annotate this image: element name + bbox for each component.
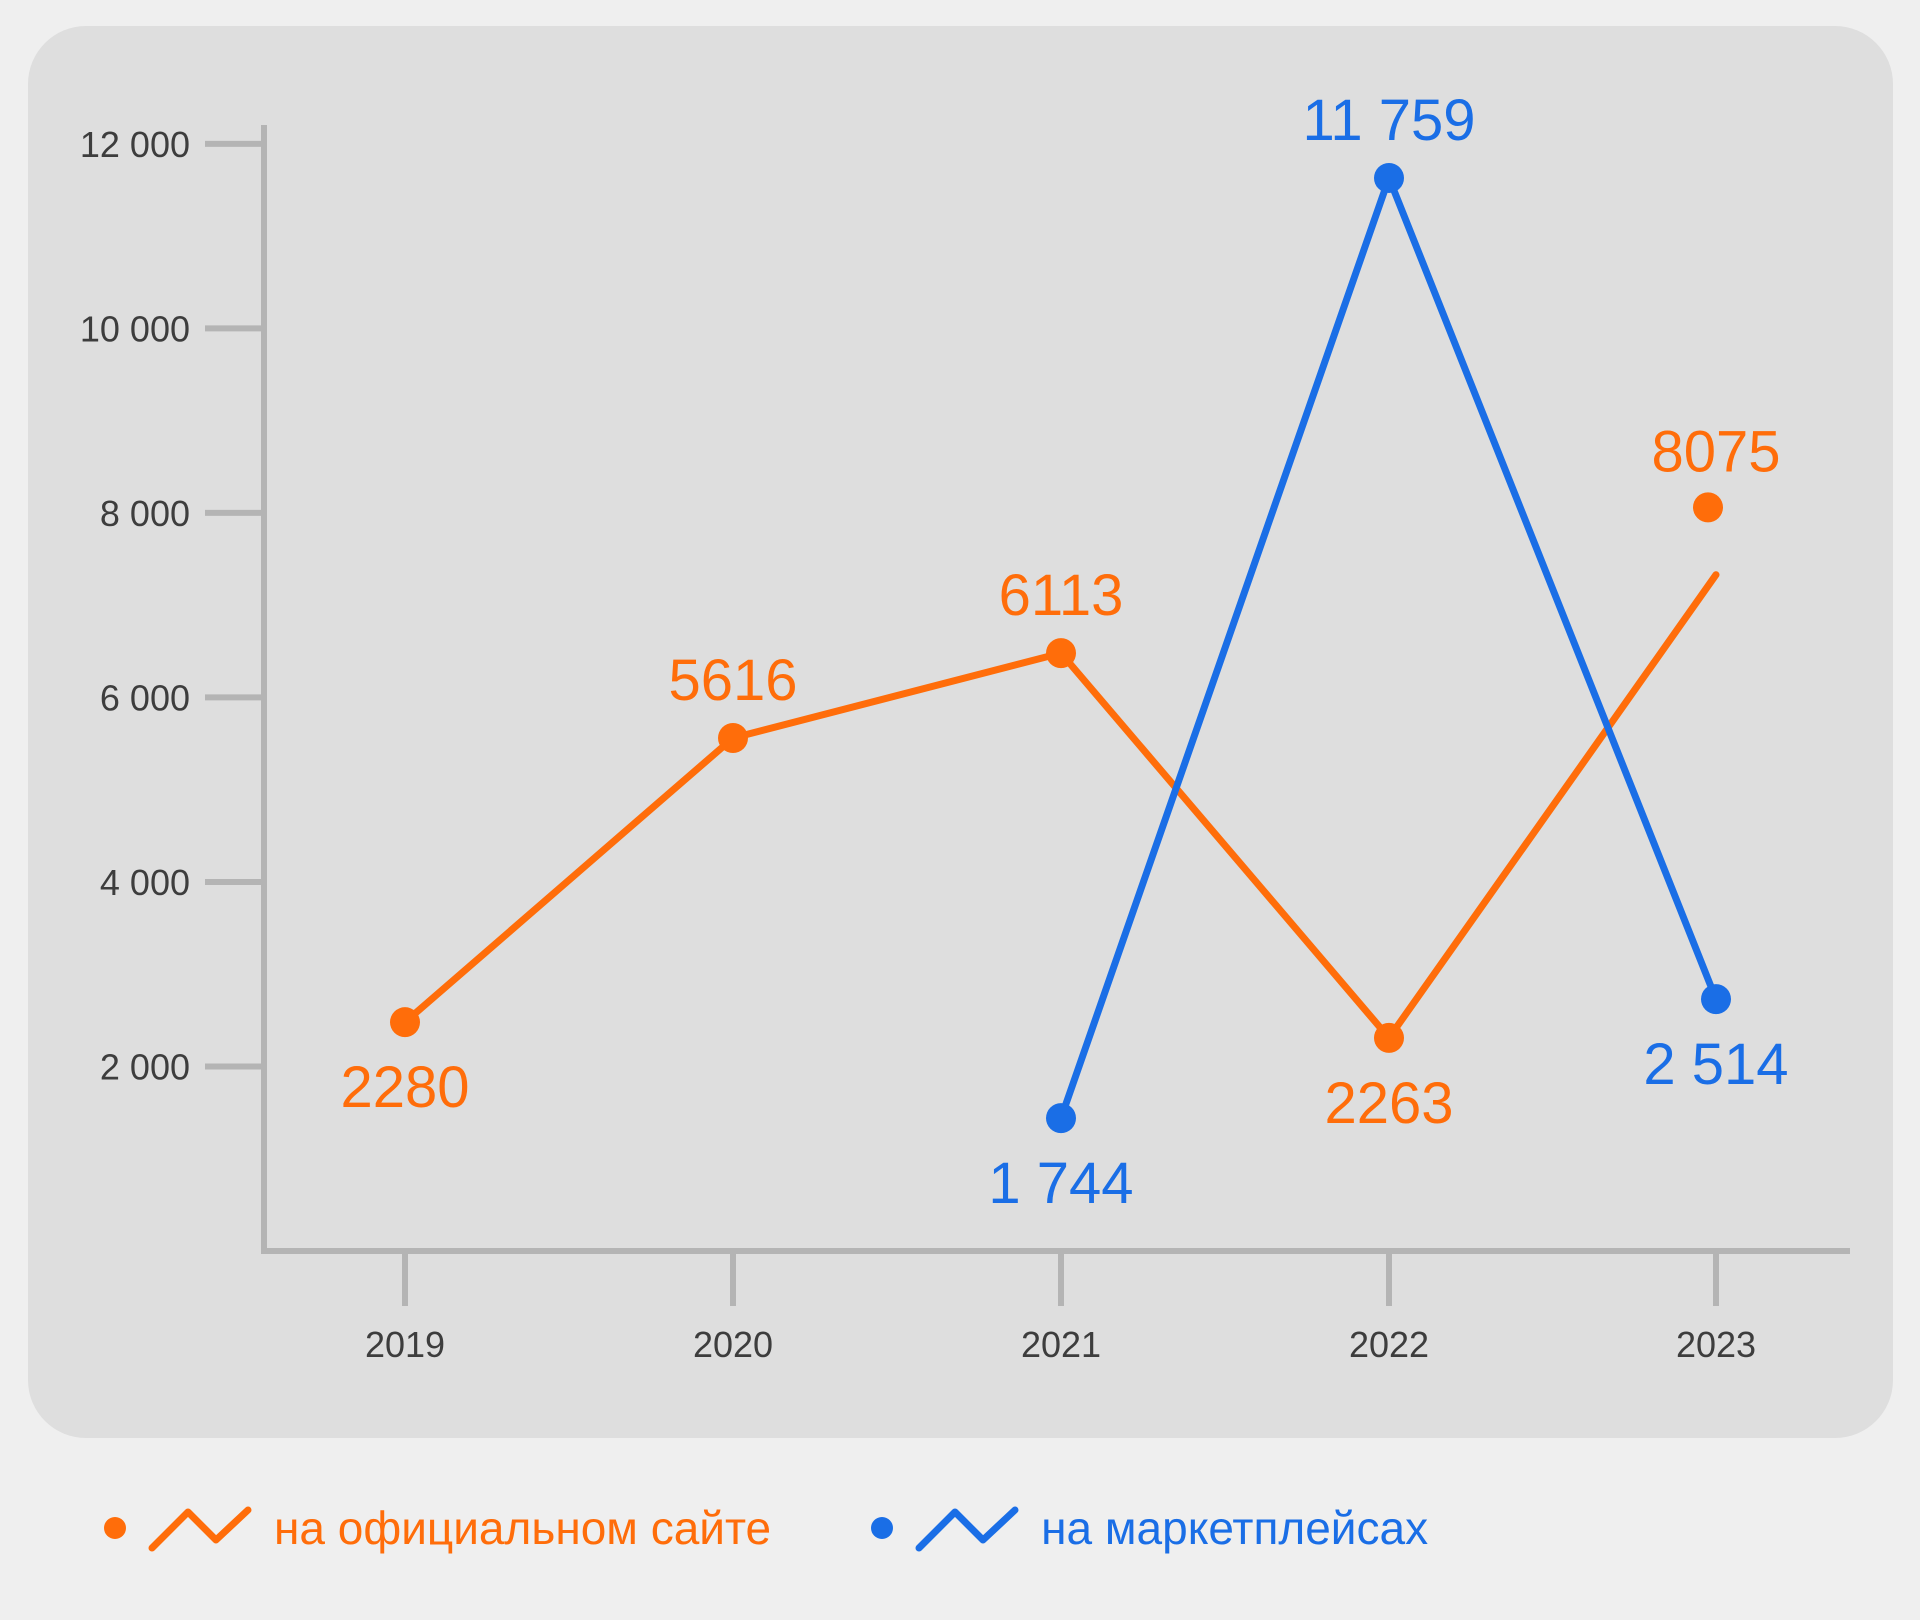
y-tick-label: 12 000 [80,124,190,165]
data-point [1701,984,1731,1015]
x-tick-label: 2019 [365,1324,445,1365]
y-tick-label: 8 000 [100,493,190,534]
x-tick-label: 2023 [1676,1324,1756,1365]
data-point [1374,162,1404,193]
data-label: 1 744 [988,1151,1133,1216]
data-label: 6113 [999,563,1124,628]
y-tick-label: 4 000 [100,862,190,903]
legend-label-marketplaces: на маркетплейсах [1041,1502,1429,1554]
data-label: 2 514 [1643,1032,1788,1097]
legend-dot-marketplaces [871,1517,894,1539]
data-label: 2263 [1324,1071,1453,1136]
legend: на официальном сайте на маркетплейсах [104,1498,1528,1558]
y-tick-label: 2 000 [100,1046,190,1087]
legend-dot-official-site [104,1517,126,1539]
data-label: 8075 [1651,419,1780,484]
x-tick-label: 2021 [1021,1324,1101,1365]
chart-card [28,26,1893,1438]
y-tick-label: 10 000 [80,308,190,349]
data-point [390,1007,420,1038]
y-tick-label: 6 000 [100,677,190,718]
data-point [1046,1103,1076,1134]
legend-item-marketplaces: на маркетплейсах [871,1498,1428,1558]
series-line [1057,174,1720,1122]
data-point [718,723,748,754]
line-series-icon [915,1506,1019,1552]
data-label: 5616 [668,648,797,713]
line-series-icon [148,1506,252,1552]
x-tick-label: 2020 [693,1324,773,1365]
data-label: 2280 [340,1055,469,1120]
legend-label-official-site: на официальном сайте [274,1502,772,1554]
data-point [1693,492,1723,523]
data-point [1046,638,1076,669]
data-point [1374,1022,1404,1053]
legend-item-official-site: на официальном сайте [104,1498,771,1558]
data-label: 11 759 [1302,88,1475,153]
x-tick-label: 2022 [1349,1324,1429,1365]
